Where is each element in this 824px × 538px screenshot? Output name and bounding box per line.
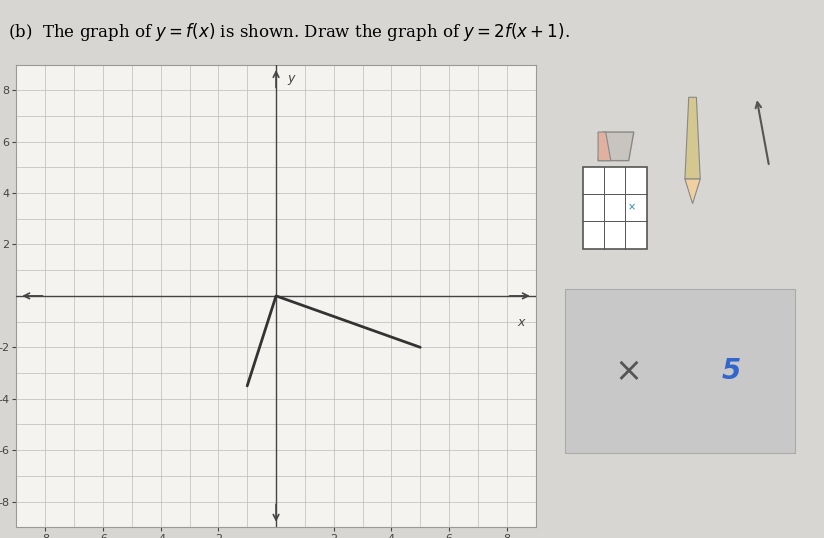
Text: y: y — [288, 72, 295, 85]
Polygon shape — [598, 132, 611, 161]
Bar — [565, 289, 794, 453]
Polygon shape — [685, 179, 700, 203]
Bar — [583, 167, 647, 249]
Text: (b)  The graph of $y=f(x)$ is shown. Draw the graph of $y=2f(x+1)$.: (b) The graph of $y=f(x)$ is shown. Draw… — [8, 22, 570, 43]
Text: 5: 5 — [721, 357, 741, 385]
Text: x: x — [517, 316, 525, 329]
Text: ×: × — [628, 203, 636, 213]
Polygon shape — [598, 132, 634, 161]
Text: ×: × — [615, 355, 643, 388]
Polygon shape — [685, 97, 700, 179]
